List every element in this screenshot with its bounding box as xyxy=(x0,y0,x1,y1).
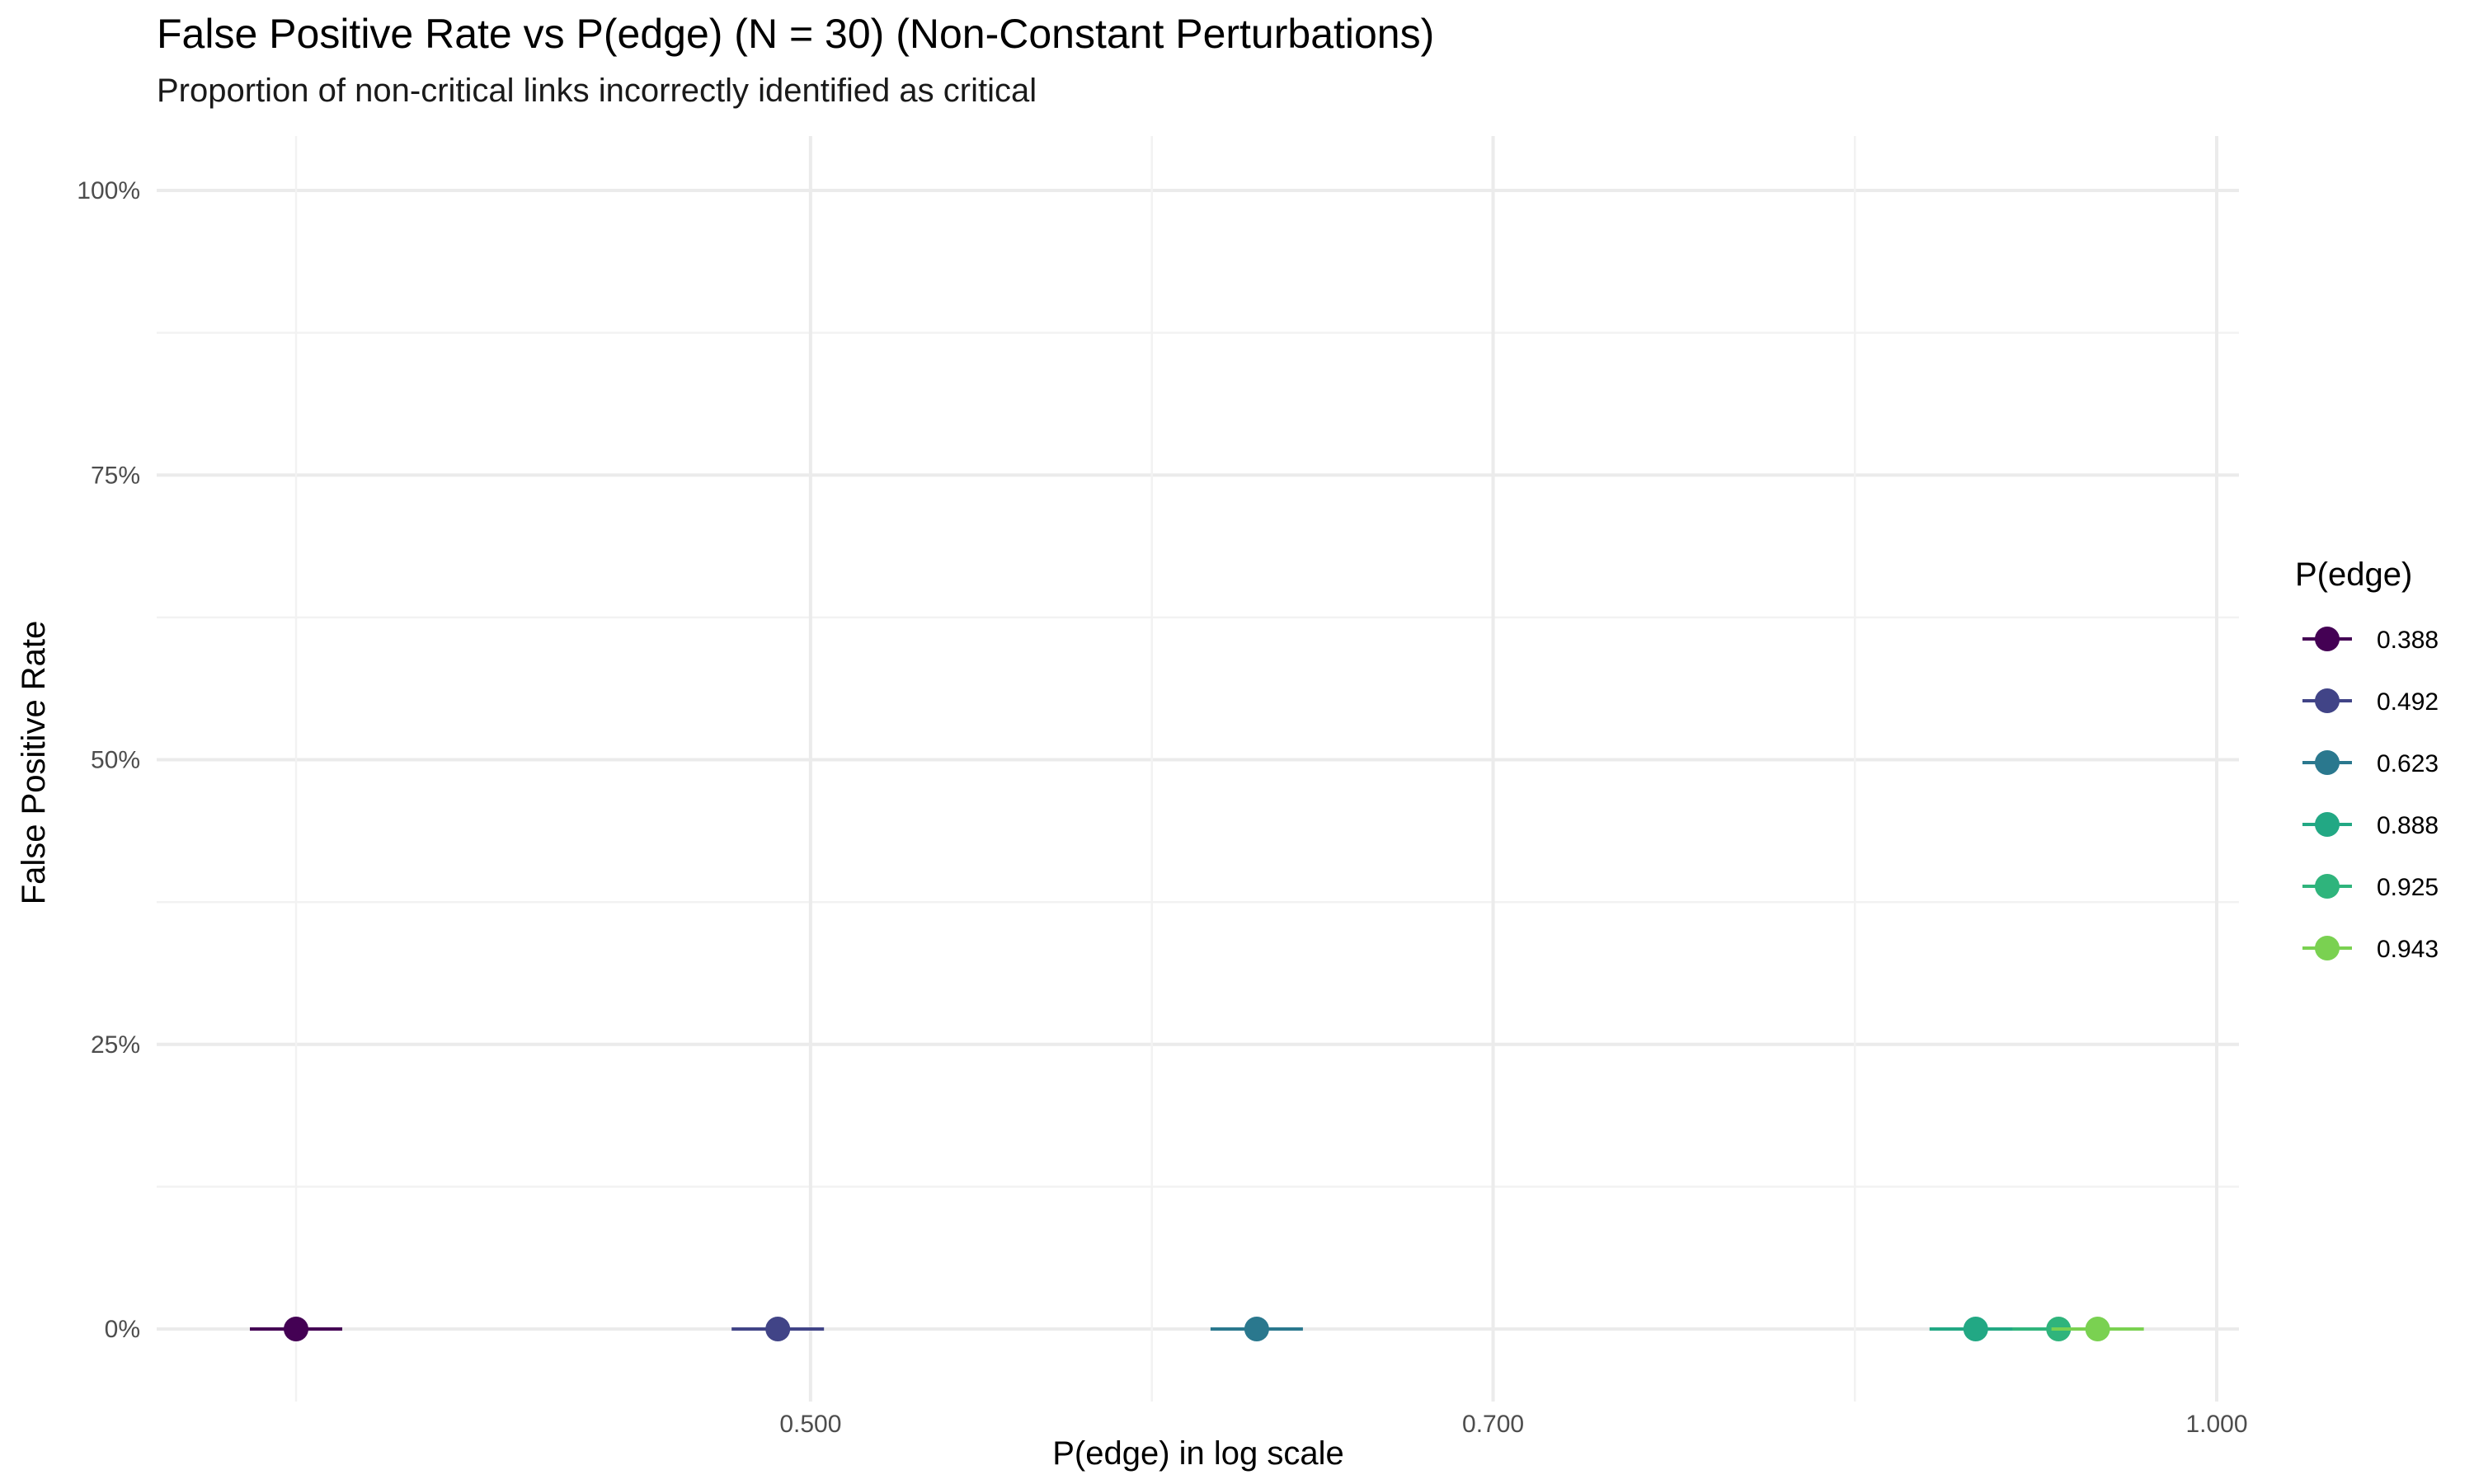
legend-label: 0.623 xyxy=(2377,750,2439,777)
y-tick-label: 25% xyxy=(91,1031,140,1059)
legend: 0.388 0.492 0.623 0.888 0.925 0.943 xyxy=(2302,627,2439,963)
y-axis-title: False Positive Rate xyxy=(16,621,52,905)
legend-key-point xyxy=(2315,874,2340,899)
chart-title: False Positive Rate vs P(edge) (N = 30) … xyxy=(157,11,1435,57)
legend-label: 0.388 xyxy=(2377,627,2439,654)
data-marks xyxy=(250,1317,2144,1341)
y-tick-labels: 0% 25% 50% 75% 100% xyxy=(77,177,140,1343)
legend-label: 0.943 xyxy=(2377,936,2439,963)
x-tick-label: 0.700 xyxy=(1462,1411,1524,1438)
grid-lines xyxy=(157,136,2239,1402)
legend-key-point xyxy=(2315,688,2340,713)
data-point xyxy=(2085,1317,2110,1341)
data-point xyxy=(1244,1317,1269,1341)
legend-label: 0.888 xyxy=(2377,812,2439,839)
y-tick-label: 75% xyxy=(91,462,140,489)
data-point xyxy=(765,1317,791,1341)
legend-key-point xyxy=(2315,812,2340,837)
x-tick-labels: 0.500 0.700 1.000 xyxy=(779,1411,2247,1438)
y-tick-label: 50% xyxy=(91,747,140,774)
legend-key-point xyxy=(2315,627,2340,651)
legend-label: 0.492 xyxy=(2377,688,2439,716)
legend-key-point xyxy=(2315,936,2340,960)
legend-title: P(edge) xyxy=(2295,556,2412,593)
data-point xyxy=(284,1317,308,1341)
legend-label: 0.925 xyxy=(2377,874,2439,901)
x-tick-label: 0.500 xyxy=(779,1411,841,1438)
x-axis-title: P(edge) in log scale xyxy=(1052,1435,1344,1472)
legend-key-point xyxy=(2315,750,2340,775)
y-tick-label: 100% xyxy=(77,177,140,204)
data-point xyxy=(1963,1317,1988,1341)
y-tick-label: 0% xyxy=(105,1316,140,1343)
x-tick-label: 1.000 xyxy=(2185,1411,2247,1438)
chart-subtitle: Proportion of non-critical links incorre… xyxy=(157,73,1037,109)
